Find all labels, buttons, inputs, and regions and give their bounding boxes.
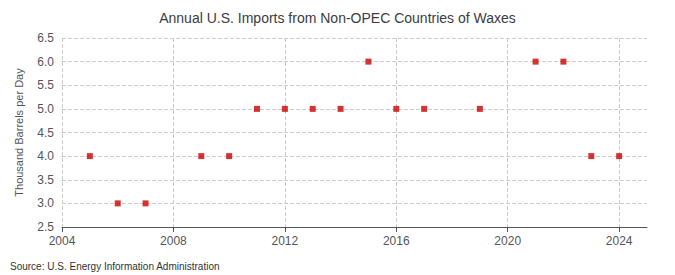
svg-text:2012: 2012 bbox=[272, 234, 299, 248]
svg-text:Thousand Barrels per Day: Thousand Barrels per Day bbox=[13, 68, 25, 197]
svg-text:Annual U.S. Imports from Non-O: Annual U.S. Imports from Non-OPEC Countr… bbox=[159, 10, 516, 26]
svg-text:3.0: 3.0 bbox=[37, 196, 54, 210]
svg-text:2008: 2008 bbox=[160, 234, 187, 248]
svg-text:6.5: 6.5 bbox=[37, 31, 54, 45]
svg-text:4.5: 4.5 bbox=[37, 126, 54, 140]
svg-text:4.0: 4.0 bbox=[37, 149, 54, 163]
svg-text:3.5: 3.5 bbox=[37, 173, 54, 187]
svg-text:Source: U.S. Energy Informatio: Source: U.S. Energy Information Administ… bbox=[10, 261, 220, 272]
svg-text:2024: 2024 bbox=[606, 234, 633, 248]
svg-text:2020: 2020 bbox=[494, 234, 521, 248]
svg-text:5.5: 5.5 bbox=[37, 78, 54, 92]
svg-text:5.0: 5.0 bbox=[37, 102, 54, 116]
svg-text:2.5: 2.5 bbox=[37, 220, 54, 234]
svg-text:6.0: 6.0 bbox=[37, 55, 54, 69]
svg-text:2016: 2016 bbox=[383, 234, 410, 248]
svg-text:2004: 2004 bbox=[49, 234, 76, 248]
